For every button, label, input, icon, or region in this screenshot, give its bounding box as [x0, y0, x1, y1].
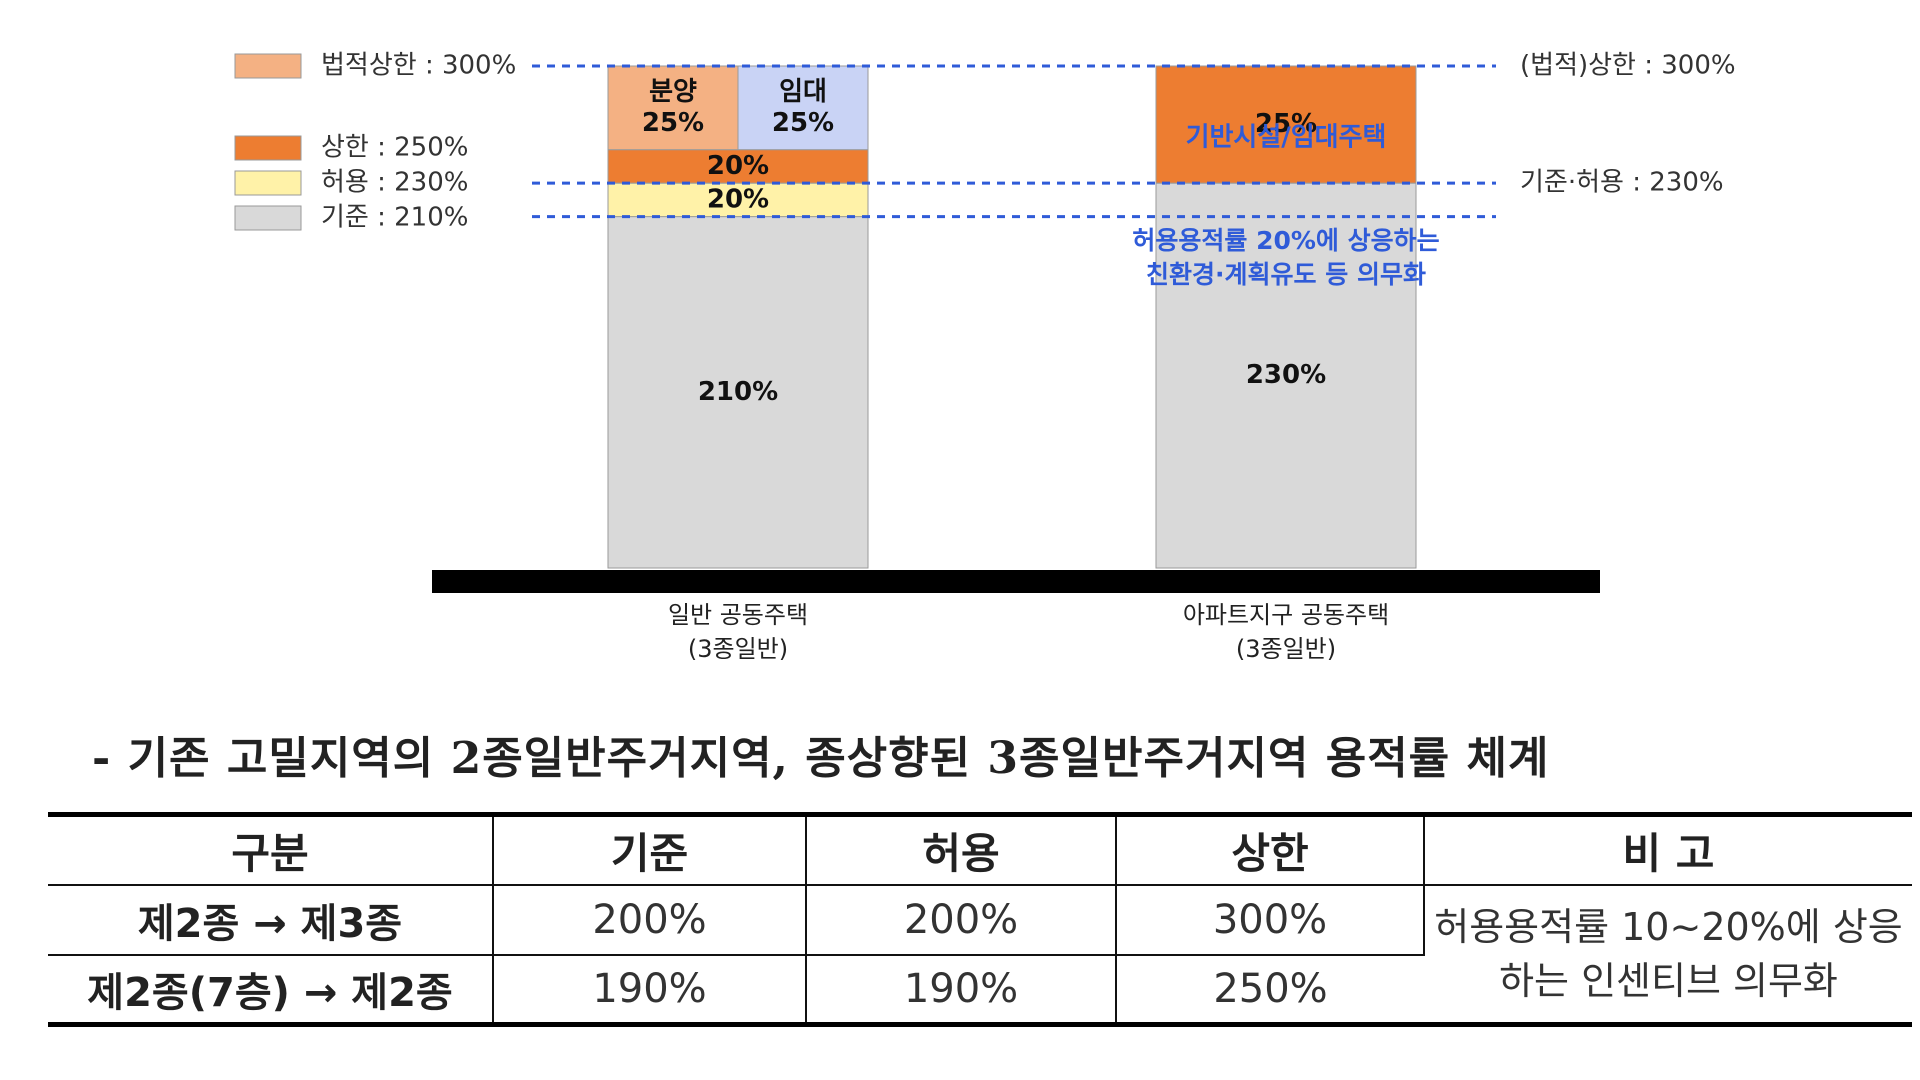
row-label: 제2종 → 제3종 [48, 884, 494, 955]
category-sublabel: (3종일반) [1236, 635, 1336, 663]
bar-data-label: 210% [698, 377, 778, 407]
bar-data-label: 25% [1255, 109, 1317, 139]
bar-data-label: 25% [772, 108, 834, 138]
category-label: 일반 공동주택 [668, 601, 808, 629]
cell-allowed: 190% [806, 954, 1117, 1025]
bar-data-label: 230% [1246, 360, 1326, 390]
bar-segment [607, 216, 869, 569]
table-header-row: 구분 기준 허용 상한 비 고 [48, 814, 1912, 885]
cell-upper: 250% [1213, 965, 1328, 1012]
reference-line-label: 기준·허용 : 230% [1520, 168, 1724, 198]
bar-data-label: 분양 [649, 77, 697, 107]
category-label: 아파트지구 공동주택 [1183, 601, 1389, 629]
cell-base: 190% [493, 954, 807, 1025]
legend-label: 상한 : 250% [321, 133, 468, 163]
bar-data-label: 20% [707, 151, 769, 181]
legend-label: 허용 : 230% [321, 168, 468, 198]
row-label: 제2종(7층) → 제2종 [48, 954, 494, 1025]
bar-data-label: 20% [707, 184, 769, 214]
table-row: 제2종 → 제3종 200% 200% 300% 허용용적률 10~20%에 상… [48, 884, 1912, 1027]
header-base: 기준 [493, 814, 807, 885]
bar-segment [1155, 65, 1417, 184]
table-row: 제2종(7층) → 제2종 190% 190% 250% [48, 954, 1912, 1025]
bar-data-label: 임대 [779, 77, 827, 107]
cell-allowed: 200% [806, 884, 1117, 955]
legend-swatch [234, 135, 302, 161]
note-cell: 허용용적률 10~20%에 상응하는 인센티브 의무화 [1424, 884, 1912, 1027]
annotation-text: 허용용적률 20%에 상응하는 [1132, 226, 1439, 255]
header-category: 구분 [48, 814, 494, 885]
legend-swatch [234, 53, 302, 79]
legend-label: 법적상한 : 300% [321, 51, 516, 81]
legend-swatch [234, 170, 302, 196]
legend-label: 기준 : 210% [321, 203, 468, 233]
bar-data-label: 25% [642, 108, 704, 138]
legend-swatch [234, 205, 302, 231]
header-note: 비 고 [1622, 828, 1715, 878]
bar-segment [1155, 182, 1417, 569]
annotation-text: 기반시설/임대주택 [1186, 123, 1387, 153]
bar-segment [607, 65, 739, 151]
bar-segment [607, 182, 869, 218]
reference-line-label: (법적)상한 : 300% [1520, 51, 1736, 81]
ratio-table: 구분 기준 허용 상한 비 고 제2종 → 제3종 200% 200% 300%… [48, 812, 1912, 1027]
section-heading: - 기존 고밀지역의 2종일반주거지역, 종상향된 3종일반주거지역 용적률 체… [92, 733, 1550, 784]
category-sublabel: (3종일반) [688, 635, 788, 663]
cell-base: 200% [493, 884, 807, 955]
header-upper: 상한 [1116, 814, 1425, 885]
annotation-text: 친환경·계획유도 등 의무화 [1146, 260, 1426, 289]
ground-bar [432, 570, 1600, 593]
bar-segment [737, 65, 869, 151]
header-allowed: 허용 [806, 814, 1117, 885]
cell-upper: 300% [1116, 884, 1425, 955]
